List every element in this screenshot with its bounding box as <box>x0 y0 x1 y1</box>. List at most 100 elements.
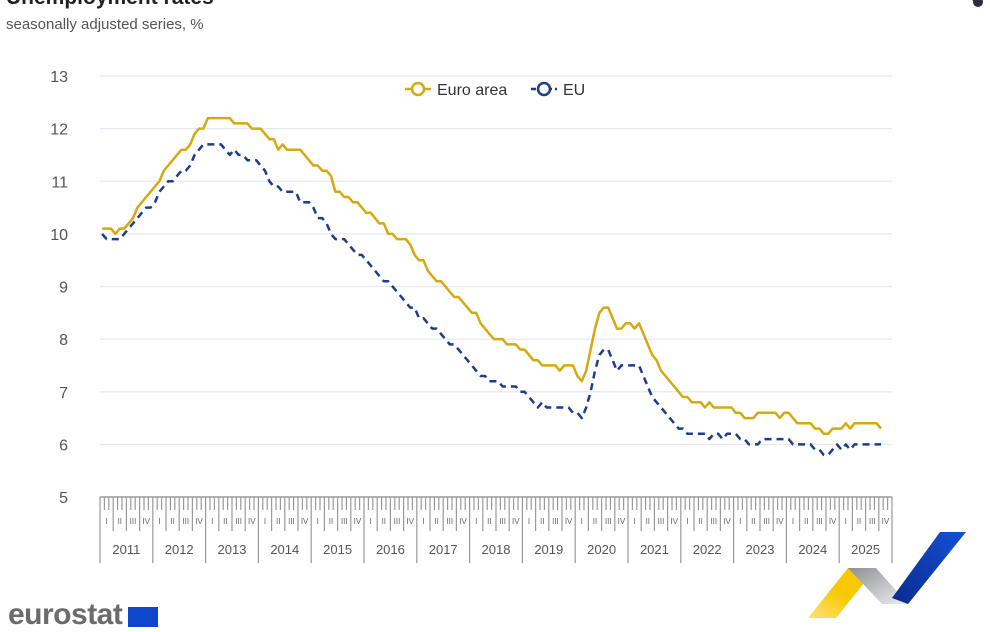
quarter-label: IV <box>248 517 256 526</box>
quarter-label: I <box>158 517 160 526</box>
share-icon[interactable] <box>950 0 986 18</box>
quarter-label: IV <box>723 517 731 526</box>
chart-subtitle: seasonally adjusted series, % <box>6 16 204 33</box>
quarter-label: II <box>540 517 544 526</box>
quarter-label: III <box>446 517 453 526</box>
y-tick-label: 5 <box>59 490 68 507</box>
quarter-label: I <box>686 517 688 526</box>
year-label: 2016 <box>376 542 405 557</box>
year-label: 2024 <box>798 542 827 557</box>
quarter-label: IV <box>829 517 837 526</box>
year-label: 2014 <box>270 542 299 557</box>
y-tick-label: 10 <box>50 227 68 244</box>
quarter-label: IV <box>882 517 890 526</box>
quarter-label: I <box>422 517 424 526</box>
year-label: 2023 <box>746 542 775 557</box>
quarter-label: III <box>288 517 295 526</box>
legend-label-eu: EU <box>563 82 585 99</box>
legend-item-eu[interactable]: EU <box>531 81 585 99</box>
quarter-label: I <box>105 517 107 526</box>
quarter-label: IV <box>459 517 467 526</box>
quarter-label: II <box>487 517 491 526</box>
quarter-label: III <box>394 517 401 526</box>
quarter-label: I <box>845 517 847 526</box>
quarter-label: II <box>646 517 650 526</box>
quarter-label: III <box>605 517 612 526</box>
year-label: 2013 <box>218 542 247 557</box>
quarter-label: II <box>804 517 808 526</box>
quarter-label: II <box>118 517 122 526</box>
eurostat-ribbon-graphic <box>808 532 966 618</box>
chart-title: Unemployment rates <box>6 0 214 10</box>
legend-marker-euro-area <box>410 81 426 97</box>
eurostat-logo: eurostat <box>8 598 123 631</box>
quarter-label: III <box>816 517 823 526</box>
quarter-label: IV <box>195 517 203 526</box>
quarter-label: I <box>317 517 319 526</box>
legend-marker-eu <box>536 81 552 97</box>
quarter-label: I <box>211 517 213 526</box>
quarter-label: III <box>552 517 559 526</box>
year-label: 2025 <box>851 542 880 557</box>
year-label: 2019 <box>534 542 563 557</box>
quarter-label: I <box>528 517 530 526</box>
y-axis: 5 6 7 8 9 10 11 12 13 <box>50 69 68 507</box>
year-label: 2012 <box>165 542 194 557</box>
quarter-label: I <box>264 517 266 526</box>
grid-lines <box>100 75 892 445</box>
quarter-label: I <box>475 517 477 526</box>
quarter-label: III <box>658 517 665 526</box>
legend-item-euro-area[interactable]: Euro area <box>405 81 507 99</box>
series-line-euro-area[interactable] <box>102 116 882 436</box>
year-label: 2020 <box>587 542 616 557</box>
quarter-label: III <box>763 517 770 526</box>
legend: Euro area EU <box>405 81 585 99</box>
quarter-label: II <box>698 517 702 526</box>
quarter-label: II <box>170 517 174 526</box>
quarter-label: IV <box>301 517 309 526</box>
y-tick-label: 13 <box>50 69 68 86</box>
quarter-label: I <box>739 517 741 526</box>
series-lines <box>101 116 882 457</box>
quarter-label: II <box>382 517 386 526</box>
quarter-label: IV <box>618 517 626 526</box>
y-tick-label: 8 <box>59 332 68 349</box>
quarter-label: III <box>182 517 189 526</box>
quarter-label: III <box>235 517 242 526</box>
quarter-label: I <box>633 517 635 526</box>
year-label: 2021 <box>640 542 669 557</box>
y-tick-label: 11 <box>51 174 68 191</box>
y-tick-label: 12 <box>50 122 68 139</box>
quarter-label: IV <box>670 517 678 526</box>
y-tick-label: 7 <box>59 385 68 402</box>
y-tick-label: 9 <box>59 280 68 297</box>
quarter-label: IV <box>406 517 414 526</box>
series-line-eu[interactable] <box>101 143 881 457</box>
eu-flag-icon <box>128 607 158 627</box>
quarter-label: II <box>593 517 597 526</box>
quarter-label: IV <box>776 517 784 526</box>
quarter-label: IV <box>354 517 362 526</box>
year-label: 2017 <box>429 542 458 557</box>
quarter-label: II <box>751 517 755 526</box>
quarter-label: III <box>869 517 876 526</box>
quarter-label: IV <box>565 517 573 526</box>
y-tick-label: 6 <box>59 437 68 454</box>
quarter-label: II <box>857 517 861 526</box>
year-label: 2011 <box>112 542 140 557</box>
quarter-label: I <box>369 517 371 526</box>
quarter-label: I <box>581 517 583 526</box>
quarter-label: III <box>341 517 348 526</box>
quarter-label: IV <box>512 517 520 526</box>
year-label: 2015 <box>323 542 352 557</box>
quarter-label: III <box>499 517 506 526</box>
quarter-label: I <box>792 517 794 526</box>
legend-label-euro-area: Euro area <box>437 82 507 99</box>
year-label: 2022 <box>693 542 722 557</box>
quarter-label: IV <box>142 517 150 526</box>
quarter-label: II <box>276 517 280 526</box>
quarter-label: III <box>710 517 717 526</box>
quarter-label: II <box>223 517 227 526</box>
